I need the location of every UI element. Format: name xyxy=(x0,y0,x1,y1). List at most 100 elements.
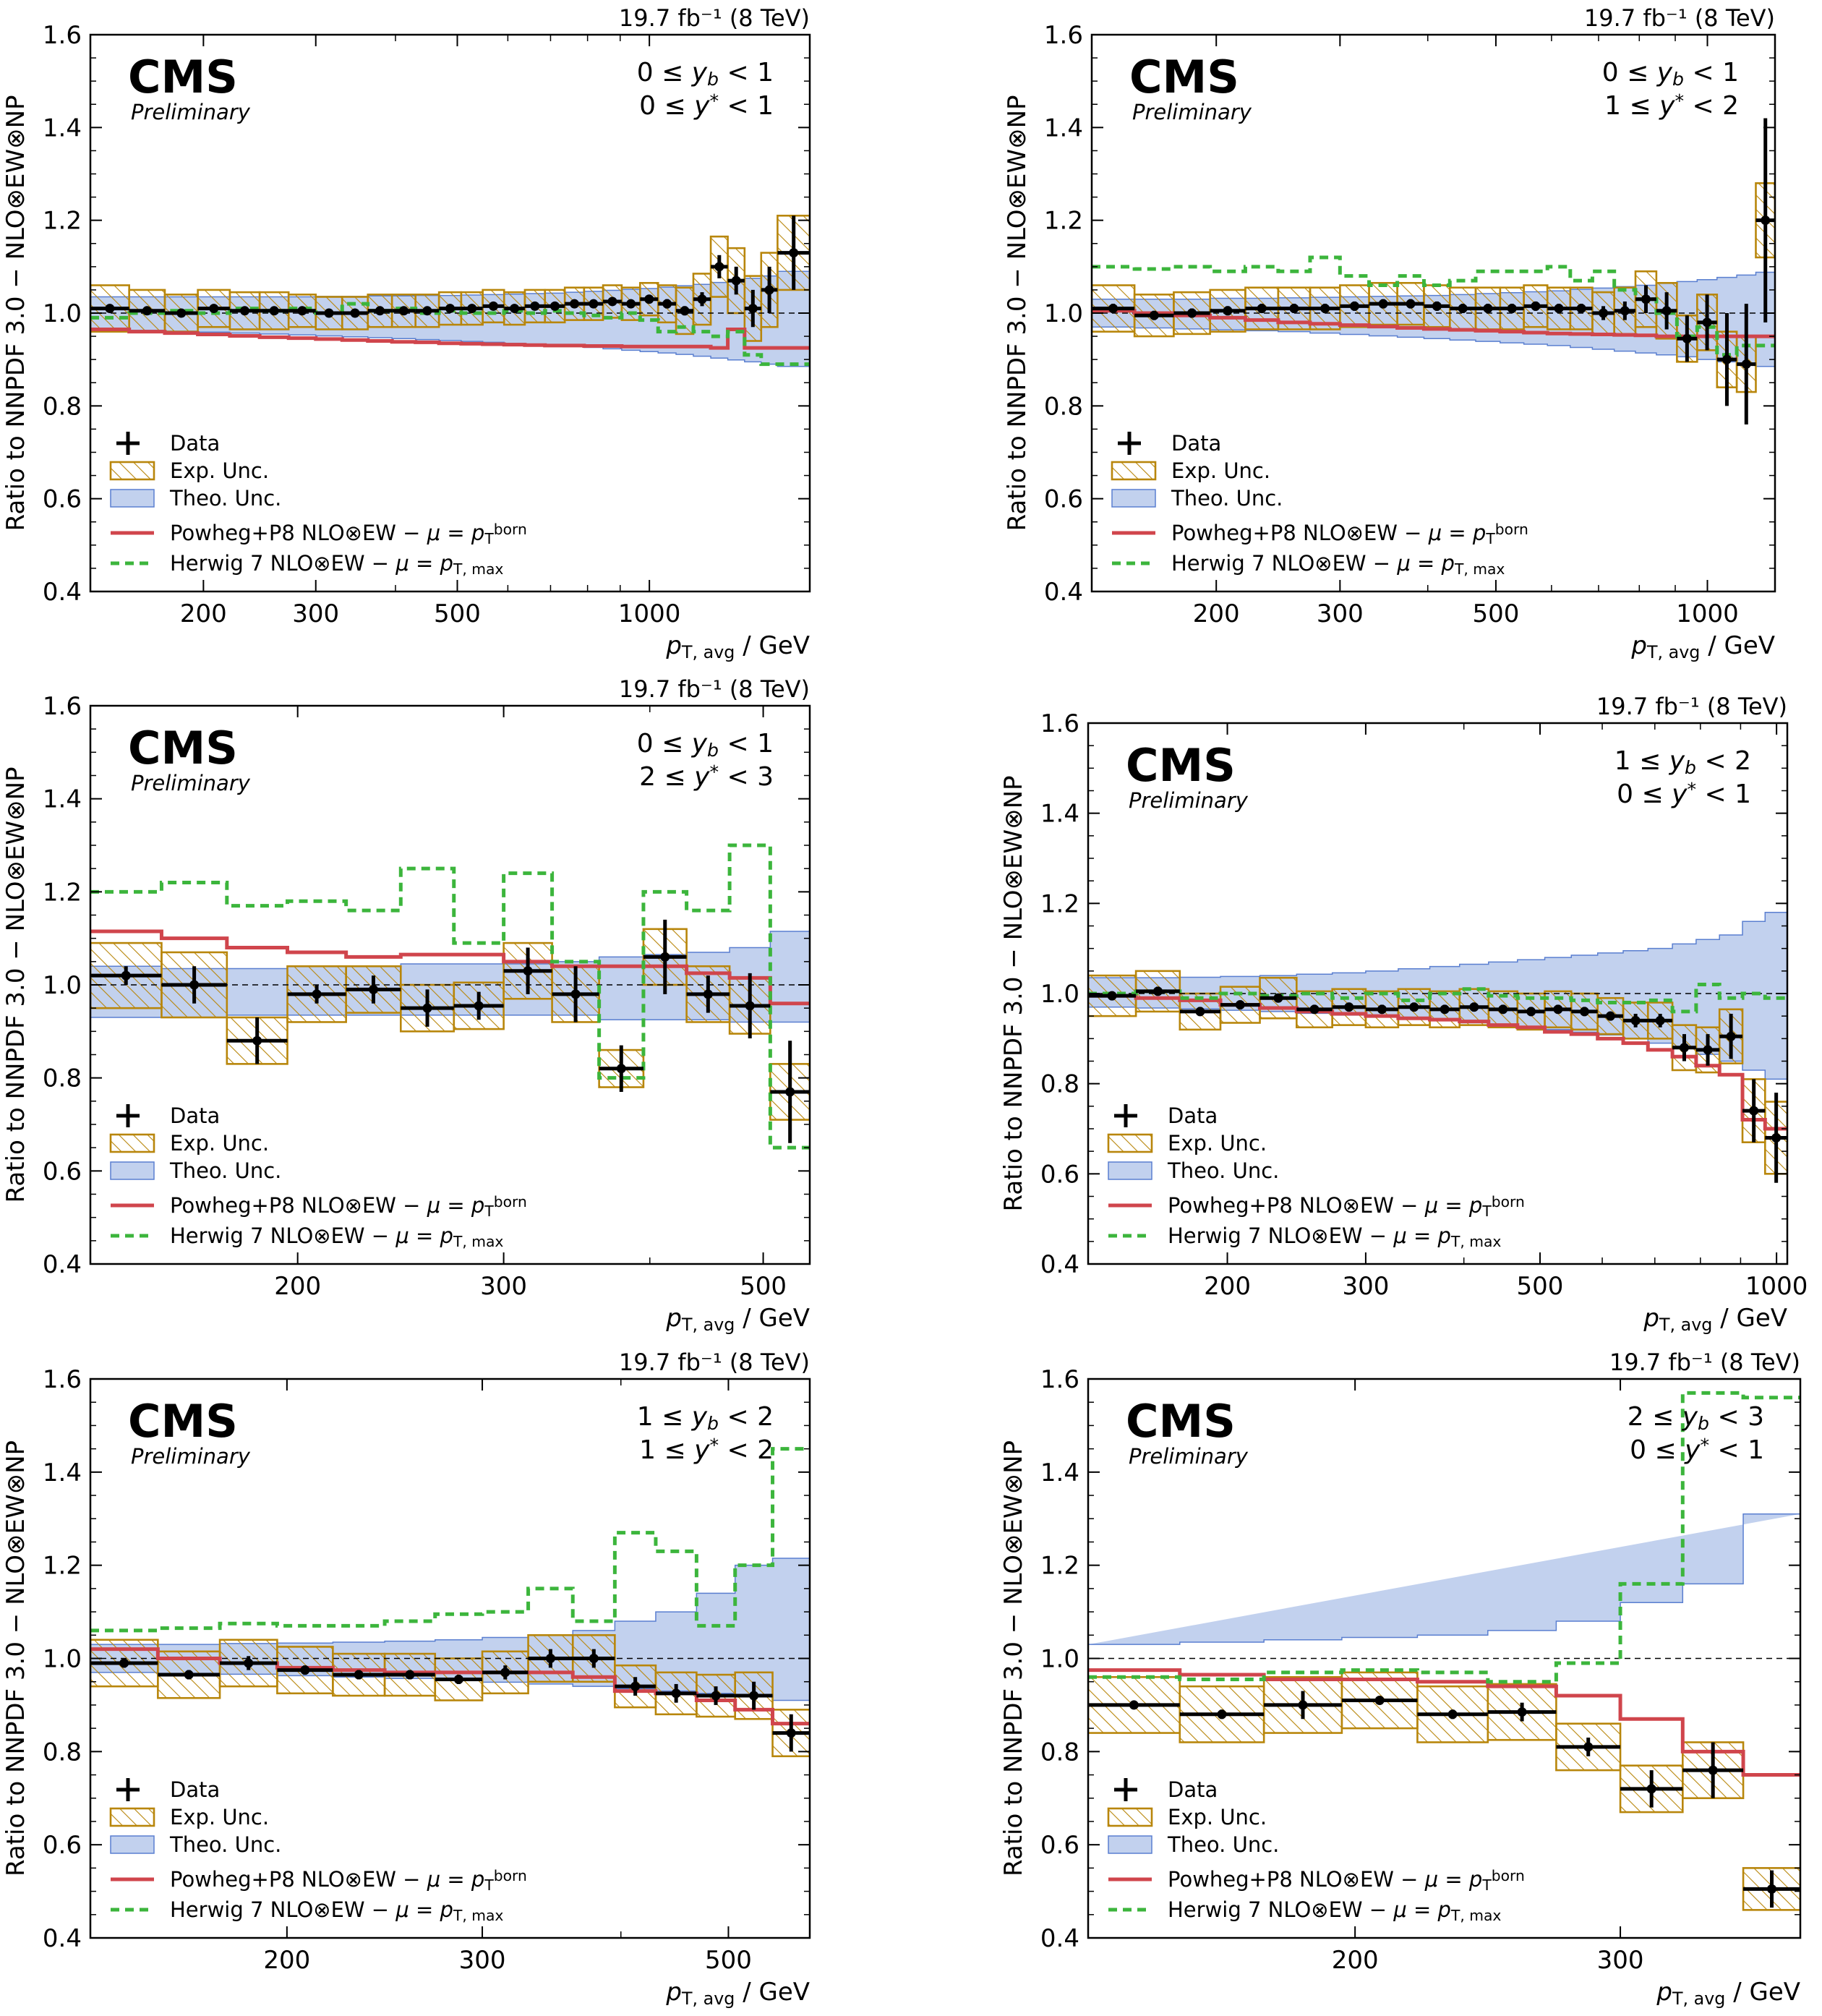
data-point xyxy=(333,1670,385,1680)
legend-data-marker xyxy=(1114,1778,1137,1801)
data-point xyxy=(573,1649,615,1668)
region-label-yb: 2 ≤ yb < 3 xyxy=(1628,1402,1764,1434)
legend-exp-swatch xyxy=(109,1807,155,1827)
y-tick-label: 0.4 xyxy=(1040,1250,1079,1279)
chart-panel-3: 0.4 0.6 0.8 1.0 1.2 1.4 1.6 200 300 500 pT, avg / … xyxy=(1,675,811,1335)
y-tick-label: 1.6 xyxy=(1040,709,1079,738)
herwig-line xyxy=(1088,983,1787,1014)
legend-exp-swatch xyxy=(1107,1807,1153,1827)
data-point xyxy=(693,292,711,307)
y-tick-label: 1.6 xyxy=(43,1365,82,1394)
data-point xyxy=(164,308,198,318)
legend-label: Exp. Unc. xyxy=(1168,1805,1267,1829)
legend-label: Powheg+P8 NLO⊗EW − μ = pTborn xyxy=(170,1193,527,1220)
y-tick-label: 1.4 xyxy=(43,785,82,814)
x-tick-label: 200 xyxy=(1204,1272,1251,1301)
data-point xyxy=(482,1665,529,1680)
legend-data-marker xyxy=(116,432,140,455)
data-point xyxy=(1500,304,1524,314)
y-tick-label: 1.6 xyxy=(1044,21,1083,50)
data-point xyxy=(1556,1738,1621,1756)
region-label-yb: 0 ≤ yb < 1 xyxy=(1602,58,1739,90)
y-tick-label: 0.4 xyxy=(1040,1924,1079,1953)
data-point xyxy=(761,266,778,313)
y-tick-label: 1.2 xyxy=(43,1552,82,1581)
data-point xyxy=(1592,306,1614,320)
data-point xyxy=(1341,1695,1418,1705)
region-label-yb: 0 ≤ yb < 1 xyxy=(637,58,774,90)
y-tick-label: 0.4 xyxy=(43,578,82,607)
preliminary-label: Preliminary xyxy=(131,1444,251,1469)
x-axis-title: pT, avg / GeV xyxy=(665,1978,810,2009)
x-tick-label: 500 xyxy=(705,1946,752,1975)
legend-data-marker xyxy=(116,1778,140,1801)
x-tick-label: 1000 xyxy=(1745,1272,1808,1301)
y-tick-label: 1.6 xyxy=(43,21,82,50)
legend-label: Exp. Unc. xyxy=(170,458,269,483)
data-point xyxy=(401,989,454,1027)
powheg-line xyxy=(1088,994,1787,1131)
y-axis-title: Ratio to NNPDF 3.0 − NLO⊗EW⊗NP xyxy=(999,1440,1028,1876)
data-point xyxy=(711,255,728,278)
data-point xyxy=(1523,301,1548,311)
plot-area xyxy=(1092,118,1775,424)
legend-data-marker xyxy=(1114,1104,1137,1127)
data-point xyxy=(226,1017,288,1064)
data-point xyxy=(161,966,227,1004)
data-point xyxy=(1398,1002,1430,1012)
y-tick-label: 0.8 xyxy=(1040,1738,1079,1767)
legend-theo-swatch xyxy=(1108,1835,1152,1854)
y-tick-label: 1.4 xyxy=(1040,800,1079,829)
data-point xyxy=(260,306,289,316)
plot-area xyxy=(90,843,810,1150)
data-point xyxy=(1332,1002,1366,1012)
legend-label: Powheg+P8 NLO⊗EW − μ = pTborn xyxy=(1168,1193,1525,1220)
y-tick-label: 1.4 xyxy=(1040,1458,1079,1487)
x-tick-label: 300 xyxy=(480,1272,527,1301)
x-tick-label: 200 xyxy=(1332,1946,1379,1975)
data-point xyxy=(315,308,343,318)
herwig-line xyxy=(1088,1391,1800,1684)
data-point xyxy=(655,1683,697,1703)
y-tick-label: 1.0 xyxy=(1044,299,1083,328)
chart-panel-5: 0.4 0.6 0.8 1.0 1.2 1.4 1.6 200 300 500 pT, avg / … xyxy=(1,1349,811,2009)
legend-data-marker xyxy=(1118,432,1141,455)
data-point xyxy=(524,301,545,311)
y-tick-label: 0.6 xyxy=(43,1831,82,1860)
data-point xyxy=(1623,1014,1648,1028)
data-point xyxy=(1517,1007,1545,1017)
x-tick-label: 300 xyxy=(1597,1946,1644,1975)
data-point xyxy=(1088,1700,1180,1710)
y-tick-label: 1.2 xyxy=(43,878,82,907)
data-point xyxy=(1487,1702,1557,1722)
y-axis-title: Ratio to NNPDF 3.0 − NLO⊗EW⊗NP xyxy=(1,766,30,1203)
lumi-label: 19.7 fb⁻¹ (8 TeV) xyxy=(619,4,810,32)
data-point xyxy=(439,304,461,314)
data-point xyxy=(1459,1002,1489,1012)
data-point xyxy=(603,296,622,307)
y-tick-label: 1.2 xyxy=(43,207,82,236)
y-tick-label: 0.4 xyxy=(1044,578,1083,607)
y-tick-label: 1.6 xyxy=(43,692,82,721)
cms-label: CMS xyxy=(128,722,238,774)
data-point xyxy=(415,306,440,316)
data-point xyxy=(686,975,730,1013)
plot-area xyxy=(90,1447,810,1758)
herwig-line xyxy=(90,1447,810,1633)
x-tick-label: 300 xyxy=(459,1946,506,1975)
y-tick-label: 1.4 xyxy=(1044,114,1083,142)
legend-exp-swatch xyxy=(1111,461,1157,481)
data-point xyxy=(482,301,505,311)
legend-exp-swatch xyxy=(109,1133,155,1153)
x-axis-title: pT, avg / GeV xyxy=(1656,1978,1800,2009)
legend-label: Data xyxy=(1168,1103,1218,1128)
data-point xyxy=(1296,1004,1333,1015)
data-point xyxy=(1597,1011,1624,1021)
y-tick-label: 0.8 xyxy=(43,392,82,421)
data-point xyxy=(1369,299,1398,309)
data-point xyxy=(770,1041,810,1143)
y-tick-label: 1.0 xyxy=(43,971,82,1000)
legend-label: Theo. Unc. xyxy=(169,1832,281,1857)
data-point xyxy=(287,985,346,1004)
